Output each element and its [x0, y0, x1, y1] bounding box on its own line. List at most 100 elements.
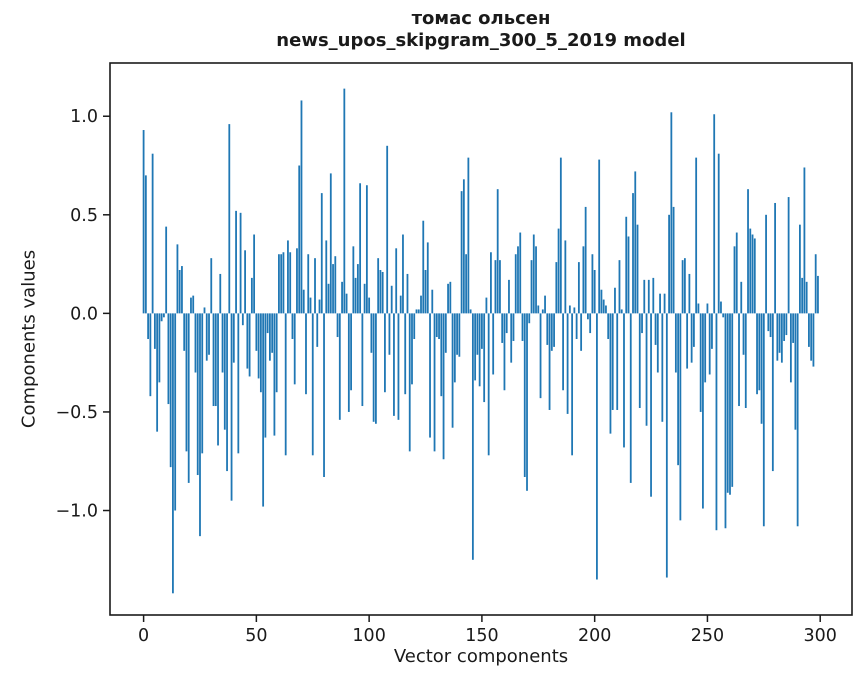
- bar-component-84: [332, 264, 334, 314]
- bar-component-183: [555, 262, 558, 314]
- bar-component-248: [702, 313, 704, 509]
- bar-component-143: [465, 254, 468, 314]
- bar-component-119: [411, 313, 413, 385]
- bar-component-299: [817, 275, 819, 314]
- bar-component-39: [230, 313, 233, 501]
- bar-component-45: [244, 250, 246, 314]
- bar-component-288: [792, 313, 795, 343]
- bar-component-241: [686, 313, 689, 369]
- bar-component-207: [609, 313, 612, 434]
- bar-component-12: [169, 313, 172, 468]
- bar-component-229: [659, 293, 661, 314]
- bar-component-93: [352, 246, 355, 314]
- y-tick-label: 0.5: [70, 206, 98, 226]
- bar-component-63: [284, 313, 287, 456]
- bar-component-117: [406, 273, 409, 314]
- bar-component-96: [359, 183, 362, 314]
- bar-component-279: [771, 313, 774, 472]
- bar-component-61: [280, 254, 283, 314]
- bar-component-49: [253, 234, 256, 314]
- bar-component-148: [476, 313, 479, 355]
- bar-component-220: [638, 313, 641, 408]
- bar-component-129: [433, 313, 436, 452]
- x-axis-label: Vector components: [393, 646, 569, 667]
- bar-component-52: [259, 313, 262, 393]
- bar-component-150: [481, 313, 483, 349]
- bar-component-240: [683, 258, 686, 314]
- bar-component-23: [194, 313, 197, 373]
- bar-component-146: [471, 313, 474, 560]
- axes-spines: [109, 62, 853, 616]
- bar-component-120: [413, 313, 416, 339]
- bar-component-225: [650, 313, 652, 497]
- bar-component-197: [587, 313, 589, 320]
- bar-component-226: [652, 277, 655, 314]
- bar-component-206: [607, 313, 610, 339]
- bar-component-266: [742, 313, 745, 355]
- bar-component-111: [393, 313, 395, 416]
- bar-component-11: [167, 313, 170, 405]
- bar-component-221: [641, 313, 643, 334]
- bar-component-236: [674, 313, 677, 373]
- bar-component-285: [785, 313, 788, 336]
- bar-component-269: [749, 228, 752, 314]
- bar-component-13: [172, 313, 174, 594]
- bar-component-147: [474, 313, 477, 381]
- bar-component-91: [347, 313, 350, 412]
- bar-component-170: [526, 313, 528, 491]
- bar-component-239: [681, 260, 684, 314]
- bar-component-192: [575, 313, 578, 339]
- bar-component-238: [679, 313, 682, 521]
- bar-component-29: [208, 313, 210, 355]
- bar-component-130: [435, 313, 438, 338]
- bar-component-121: [415, 309, 418, 314]
- bar-component-131: [438, 313, 440, 339]
- bar-component-204: [602, 299, 605, 314]
- bar-component-126: [426, 242, 429, 314]
- bar-component-35: [221, 313, 224, 373]
- bar-component-10: [165, 226, 168, 314]
- bar-component-27: [203, 307, 206, 314]
- x-tick-label: 50: [245, 626, 267, 646]
- bar-component-101: [370, 313, 373, 353]
- bar-component-202: [598, 159, 601, 314]
- bar-component-189: [568, 305, 571, 314]
- bar-component-94: [354, 277, 357, 314]
- bar-component-133: [442, 313, 445, 460]
- bar-component-74: [309, 297, 312, 314]
- bar-component-270: [751, 234, 754, 314]
- bar-component-15: [176, 244, 179, 314]
- bar-component-128: [431, 289, 434, 314]
- bar-component-216: [629, 313, 632, 483]
- bar-component-195: [582, 246, 585, 314]
- bar-component-51: [257, 313, 260, 379]
- bar-component-6: [156, 313, 159, 432]
- bar-component-113: [397, 313, 400, 420]
- bar-component-103: [375, 313, 377, 424]
- bar-component-233: [668, 214, 670, 314]
- bar-component-155: [492, 313, 495, 375]
- bar-component-182: [553, 313, 555, 347]
- bar-component-289: [794, 313, 797, 430]
- bar-component-201: [596, 313, 598, 580]
- bar-component-292: [801, 277, 804, 314]
- bar-component-118: [408, 313, 411, 452]
- bar-component-14: [174, 313, 177, 511]
- bar-component-138: [453, 313, 456, 383]
- bar-component-134: [444, 313, 447, 353]
- bar-component-177: [541, 309, 544, 314]
- bar-component-19: [185, 313, 188, 452]
- bar-component-263: [735, 232, 738, 314]
- bar-component-80: [323, 313, 325, 477]
- bar-component-262: [733, 246, 736, 314]
- bar-component-70: [300, 100, 303, 314]
- bar-component-125: [424, 270, 427, 314]
- bar-component-46: [246, 313, 249, 369]
- bar-component-65: [289, 252, 292, 314]
- bar-component-273: [758, 313, 761, 391]
- bar-component-83: [329, 173, 332, 314]
- bar-component-290: [796, 313, 799, 527]
- bar-component-297: [812, 313, 815, 367]
- bar-component-254: [715, 313, 718, 531]
